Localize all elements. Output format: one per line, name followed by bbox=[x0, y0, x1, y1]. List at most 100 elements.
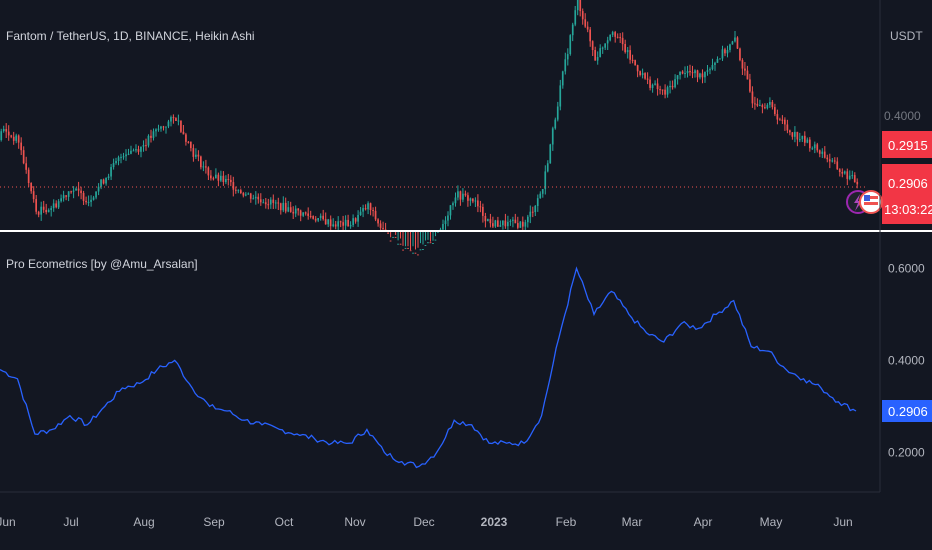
candle-body bbox=[666, 87, 669, 95]
candle-body bbox=[434, 239, 437, 241]
candle-body bbox=[307, 213, 309, 216]
candle-body bbox=[761, 105, 764, 108]
currency-label: USDT bbox=[890, 29, 923, 43]
candle-body bbox=[17, 135, 20, 143]
candle-body bbox=[541, 189, 544, 194]
candle-body bbox=[160, 126, 162, 129]
candle-body bbox=[736, 37, 739, 49]
candle-body bbox=[709, 69, 711, 71]
candle-body bbox=[749, 79, 751, 92]
candle-body bbox=[289, 207, 292, 212]
candle-body bbox=[95, 191, 97, 198]
candle-body bbox=[180, 120, 182, 132]
candle-body bbox=[317, 218, 319, 221]
candle-body bbox=[70, 191, 72, 193]
candle-body bbox=[609, 34, 611, 41]
candle-body bbox=[716, 59, 719, 63]
time-axis[interactable]: Jun Jul Aug Sep Oct Nov Dec 2023 Feb Mar Apr May Jun bbox=[0, 515, 853, 529]
candle-body bbox=[162, 126, 165, 128]
candle-body bbox=[664, 89, 666, 95]
indicator-line[interactable] bbox=[0, 266, 857, 469]
time-axis-label: Sep bbox=[203, 515, 225, 529]
candle-body bbox=[554, 119, 557, 129]
candle-body bbox=[586, 26, 589, 30]
candle-body bbox=[681, 71, 684, 74]
candle-body bbox=[719, 58, 721, 60]
candle-body bbox=[504, 220, 507, 227]
time-axis-label: Dec bbox=[413, 515, 434, 529]
candle-body bbox=[332, 224, 334, 227]
candle-body bbox=[462, 193, 464, 200]
candle-body bbox=[517, 223, 519, 228]
main-pane[interactable]: Fantom / TetherUS, 1D, BINANCE, Heikin A… bbox=[0, 0, 932, 256]
candle-body bbox=[559, 85, 562, 107]
candle-body bbox=[42, 206, 45, 210]
candle-body bbox=[57, 201, 60, 208]
candle-body bbox=[22, 150, 25, 164]
candle-body bbox=[262, 202, 265, 204]
candle-body bbox=[539, 193, 542, 199]
candle-body bbox=[674, 79, 676, 88]
candle-body bbox=[359, 211, 362, 215]
candle-body bbox=[264, 202, 267, 205]
candle-body bbox=[369, 203, 372, 210]
candle-body bbox=[190, 141, 192, 149]
time-axis-label: Jul bbox=[63, 515, 78, 529]
flag-icon[interactable] bbox=[859, 190, 883, 214]
candle-body bbox=[187, 141, 190, 143]
candle-body bbox=[576, 0, 579, 11]
candle-body bbox=[222, 175, 225, 182]
candle-body bbox=[656, 83, 659, 90]
candle-body bbox=[339, 221, 342, 223]
candle-body bbox=[389, 240, 392, 242]
candle-body bbox=[272, 199, 275, 203]
candle-body bbox=[87, 201, 90, 203]
candle-body bbox=[606, 40, 609, 44]
candle-body bbox=[811, 148, 814, 150]
candle-body bbox=[2, 129, 5, 132]
candle-body bbox=[689, 71, 691, 73]
candle-body bbox=[636, 65, 639, 72]
candle-body bbox=[0, 131, 3, 140]
candle-body bbox=[691, 72, 694, 74]
candle-body bbox=[314, 218, 317, 221]
time-axis-label: 2023 bbox=[481, 515, 508, 529]
current-price-value: 0.2915 bbox=[888, 138, 928, 153]
candle-body bbox=[177, 120, 180, 122]
candlestick-series[interactable] bbox=[0, 0, 859, 256]
candle-body bbox=[409, 250, 412, 252]
candle-body bbox=[152, 131, 155, 138]
indicator-tick-0: 0.6000 bbox=[888, 261, 925, 275]
candle-body bbox=[269, 199, 272, 205]
candle-body bbox=[624, 44, 626, 53]
candle-body bbox=[112, 163, 115, 168]
candle-body bbox=[569, 35, 572, 54]
candle-body bbox=[497, 220, 499, 227]
candle-body bbox=[127, 153, 130, 155]
candle-body bbox=[207, 167, 210, 176]
candle-body bbox=[282, 202, 285, 211]
candle-body bbox=[591, 41, 594, 50]
candle-body bbox=[392, 236, 394, 238]
candle-body bbox=[544, 171, 547, 190]
candle-body bbox=[185, 134, 187, 142]
indicator-tick-1: 0.4000 bbox=[888, 353, 925, 367]
candle-body bbox=[556, 106, 559, 120]
candle-body bbox=[684, 73, 686, 74]
candle-body bbox=[82, 193, 85, 201]
candle-body bbox=[507, 221, 509, 227]
candle-body bbox=[97, 186, 100, 192]
candle-body bbox=[165, 126, 167, 128]
candle-body bbox=[646, 78, 649, 80]
candle-body bbox=[25, 163, 27, 170]
candle-body bbox=[589, 29, 591, 42]
candle-body bbox=[147, 135, 150, 146]
candle-body bbox=[571, 24, 574, 36]
candle-body bbox=[502, 220, 504, 226]
candle-body bbox=[846, 171, 849, 179]
indicator-title: Pro Ecometrics [by @Amu_Arsalan] bbox=[6, 257, 198, 271]
indicator-pane[interactable]: Pro Ecometrics [by @Amu_Arsalan] 0.6000 … bbox=[0, 257, 932, 469]
candle-body bbox=[452, 203, 454, 206]
candle-body bbox=[140, 146, 142, 152]
